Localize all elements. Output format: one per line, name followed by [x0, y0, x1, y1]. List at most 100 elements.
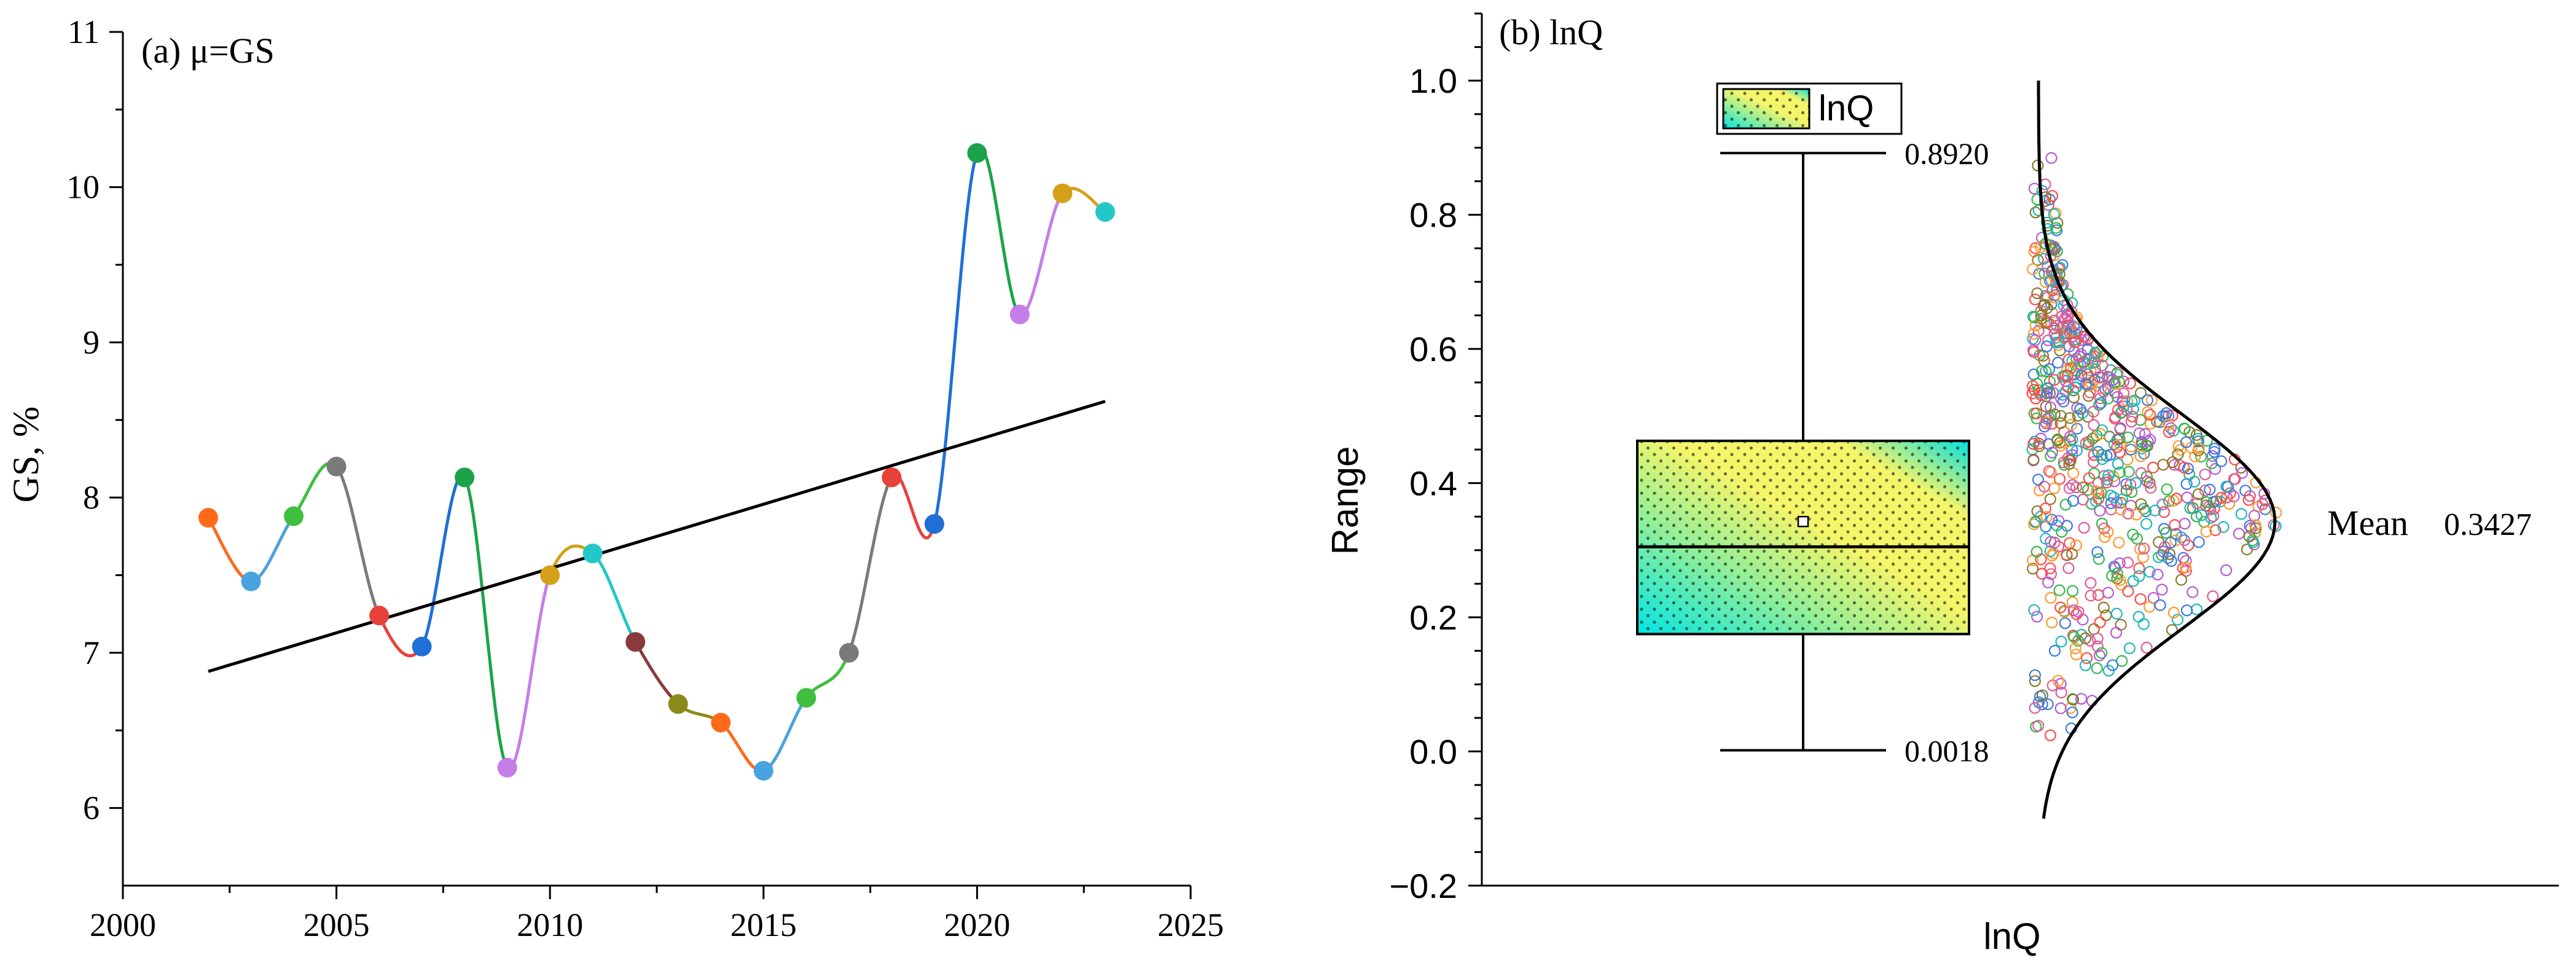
panel-a-data-point: [1009, 304, 1030, 324]
panel-b-scatter-point: [2139, 428, 2151, 440]
panel-b-scatter-point: [2091, 633, 2104, 645]
panel-a-trend-line: [208, 400, 1106, 673]
panel-a-y-tick-label: 9: [83, 324, 100, 361]
panel-b-scatter-point: [2067, 693, 2080, 706]
panel-b-scatter-point: [2066, 479, 2079, 491]
panel-b-scatter-point: [2205, 512, 2217, 524]
panel-b-scatter-point: [2045, 152, 2057, 164]
panel-b-scatter-point: [2107, 470, 2120, 483]
panel-b-scatter-point: [2045, 298, 2057, 311]
panel-b-y-tick-label: 0.6: [1409, 330, 1457, 368]
panel-b-scatter-point: [2079, 632, 2092, 644]
panel-a-data-point: [455, 467, 475, 488]
panel-b-scatter-point: [2223, 497, 2236, 510]
panel-b-scatter-point: [2027, 346, 2040, 358]
panel-b-scatter-point: [2133, 570, 2145, 582]
panel-b-scatter-point: [2027, 328, 2040, 340]
panel-b-scatter-point: [2048, 314, 2061, 327]
panel-b-scatter-point: [2061, 370, 2074, 382]
panel-b-scatter-point: [2182, 539, 2194, 552]
panel-b-scatter-point: [2207, 510, 2220, 523]
panel-b-scatter-point: [2097, 601, 2110, 614]
panel-b-scatter-point: [2160, 527, 2172, 539]
panel-b-scatter-point: [2133, 562, 2145, 574]
panel-b-scatter-point: [2131, 532, 2143, 545]
panel-b-scatter-point: [2241, 543, 2253, 556]
panel-b-scatter-point: [2070, 336, 2082, 348]
panel-b-scatter-point: [2115, 579, 2128, 591]
panel-b-scatter-point: [2180, 478, 2193, 490]
panel-b-scatter-point: [2044, 562, 2056, 574]
panel-a-data-point: [412, 636, 432, 657]
panel-a-spline-segment: [592, 552, 637, 643]
panel-b-legend: lnQ: [1716, 82, 1903, 135]
panel-b-scatter-point: [2114, 422, 2127, 434]
panel-a-data-point: [924, 514, 944, 534]
panel-b-scatter-point: [2053, 515, 2065, 527]
panel-b-scatter-point: [2066, 706, 2078, 719]
panel-b-scatter-point: [2129, 477, 2142, 489]
panel-b-scatter-point: [2030, 407, 2043, 419]
panel-b-scatter-point: [2190, 510, 2203, 523]
panel-b-scatter-point: [2045, 591, 2057, 604]
panel-b-scatter-point: [2088, 456, 2100, 468]
panel-b-scatter-point: [2193, 536, 2205, 548]
panel-b-scatter-point: [2077, 493, 2089, 506]
panel-b-scatter-point: [2091, 662, 2103, 674]
panel-b-scatter-point: [2048, 482, 2061, 494]
panel-b-scatter-point: [2215, 455, 2228, 467]
panel-b-scatter-point: [2143, 477, 2156, 489]
panel-b-scatter-point: [2048, 536, 2061, 549]
panel-b-box-chart: −0.2 0.0 0.2 0.4 0.6 0.8 1.0 (b) lnQ Range lnQ…: [1325, 12, 2559, 957]
panel-b-scatter-point: [2171, 493, 2183, 505]
panel-b-scatter-point: [2220, 480, 2233, 493]
panel-b-scatter-point: [2048, 208, 2060, 220]
panel-b-scatter-point: [2151, 568, 2164, 581]
panel-b-scatter-point: [2035, 365, 2048, 377]
panel-b-scatter-point: [2028, 383, 2040, 396]
panel-b-scatter-point: [2106, 569, 2118, 582]
panel-b-scatter-point: [2167, 606, 2180, 619]
panel-b-scatter-point: [2045, 568, 2057, 580]
panel-a-data-point: [582, 544, 603, 564]
panel-b-scatter-point: [2039, 502, 2051, 515]
panel-b-scatter-point: [2163, 410, 2175, 422]
panel-b-scatter-point: [2146, 394, 2158, 407]
panel-b-scatter-point: [2112, 391, 2124, 403]
panel-b-scatter-point: [2154, 599, 2166, 611]
panel-b-scatter-point: [2217, 521, 2230, 533]
panel-b-scatter-point: [2064, 431, 2077, 443]
panel-b-scatter-point: [2051, 434, 2064, 446]
panel-b-scatter-point: [2075, 628, 2088, 641]
panel-a-x-tick-label: 2005: [303, 906, 370, 943]
panel-b-scatter-point: [2110, 626, 2123, 639]
panel-b-scatter-point: [2058, 330, 2070, 343]
panel-b-scatter-point: [2044, 729, 2057, 741]
panel-b-scatter-point: [2061, 548, 2073, 561]
panel-a-data-point: [326, 456, 346, 477]
panel-b-scatter-point: [2123, 466, 2135, 478]
panel-b-scatter-point: [2180, 436, 2193, 448]
panel-b-scatter-point: [2209, 442, 2221, 455]
panel-b-scatter-point: [2052, 356, 2064, 369]
panel-b-scatter-point: [2229, 473, 2241, 485]
panel-b-scatter-point: [2158, 506, 2171, 518]
panel-b-scatter-point: [2112, 404, 2124, 416]
panel-b-scatter-point: [2074, 403, 2086, 415]
panel-b-scatter-point: [2052, 674, 2064, 687]
panel-b-scatter-point: [2032, 720, 2045, 732]
panel-b-scatter-point: [2093, 649, 2106, 661]
panel-b-y-tick-label: 0.8: [1409, 196, 1457, 235]
panel-b-scatter-point: [2042, 223, 2054, 235]
panel-b-scatter-point: [2134, 414, 2147, 426]
panel-b-scatter-point: [2027, 453, 2040, 466]
panel-b-scatter-point: [2085, 577, 2097, 589]
panel-b-scatter-point: [2118, 387, 2130, 400]
panel-b-scatter-point: [2043, 465, 2055, 477]
panel-b-scatter-point: [2100, 477, 2113, 489]
panel-b-scatter-point: [2031, 287, 2043, 300]
panel-b-scatter-point: [2192, 488, 2204, 501]
panel-b-scatter-point: [2051, 319, 2063, 332]
panel-b-scatter-point: [2093, 553, 2105, 565]
